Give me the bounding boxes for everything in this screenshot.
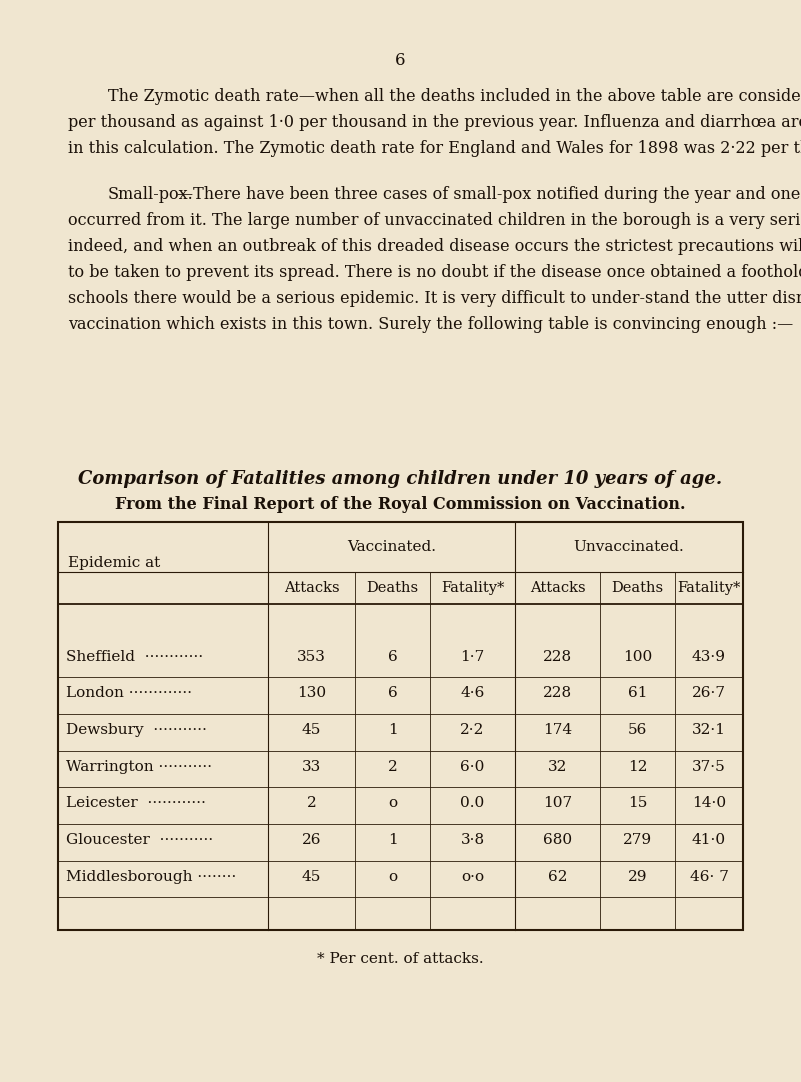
Text: Middlesborough ········: Middlesborough ········	[66, 870, 236, 884]
Text: 46· 7: 46· 7	[690, 870, 728, 884]
Text: to be taken to prevent its spread. There is no doubt if the disease once obtaine: to be taken to prevent its spread. There…	[68, 264, 801, 281]
Text: 6·0: 6·0	[461, 760, 485, 774]
Text: * Per cent. of attacks.: * Per cent. of attacks.	[317, 952, 484, 966]
Text: Deaths: Deaths	[611, 581, 663, 595]
Text: Fatality*: Fatality*	[441, 581, 504, 595]
Text: Deaths: Deaths	[366, 581, 419, 595]
Text: Small-pox.: Small-pox.	[108, 186, 194, 203]
Text: 56: 56	[628, 723, 647, 737]
Text: Comparison of Fatalities among children under 10 years of age.: Comparison of Fatalities among children …	[78, 470, 723, 488]
Text: Vaccinated.: Vaccinated.	[347, 540, 436, 554]
Text: —There have been three cases of small-pox notified during the year and one death: —There have been three cases of small-po…	[177, 186, 801, 203]
Text: 62: 62	[548, 870, 567, 884]
Text: 1: 1	[388, 723, 397, 737]
Text: Dewsbury  ···········: Dewsbury ···········	[66, 723, 207, 737]
Text: Epidemic at: Epidemic at	[68, 556, 160, 570]
Text: 228: 228	[543, 686, 572, 700]
Text: 26·7: 26·7	[692, 686, 726, 700]
Text: From the Final Report of the Royal Commission on Vaccination.: From the Final Report of the Royal Commi…	[115, 496, 686, 513]
Text: The Zymotic death rate—when all the deaths included in the above table are consi: The Zymotic death rate—when all the deat…	[108, 88, 801, 105]
Text: 353: 353	[297, 650, 326, 664]
Text: 1: 1	[388, 833, 397, 847]
Text: 26: 26	[302, 833, 321, 847]
Text: per thousand as against 1·0 per thousand in the previous year. Influenza and dia: per thousand as against 1·0 per thousand…	[68, 114, 801, 131]
Text: Leicester  ············: Leicester ············	[66, 796, 206, 810]
Text: schools there would be a serious epidemic. It is very difficult to under-stand t: schools there would be a serious epidemi…	[68, 290, 801, 307]
Text: 6: 6	[388, 686, 397, 700]
Text: 228: 228	[543, 650, 572, 664]
Text: 6: 6	[388, 650, 397, 664]
Text: o·o: o·o	[461, 870, 484, 884]
Text: Gloucester  ···········: Gloucester ···········	[66, 833, 213, 847]
Text: 0.0: 0.0	[461, 796, 485, 810]
Text: 1·7: 1·7	[461, 650, 485, 664]
Text: 100: 100	[623, 650, 652, 664]
Text: 3·8: 3·8	[461, 833, 485, 847]
Text: 15: 15	[628, 796, 647, 810]
Text: 2: 2	[388, 760, 397, 774]
Text: 2·2: 2·2	[461, 723, 485, 737]
Text: 174: 174	[543, 723, 572, 737]
Bar	[58, 522, 743, 931]
Text: Unvaccinated.: Unvaccinated.	[574, 540, 684, 554]
Text: 680: 680	[543, 833, 572, 847]
Text: Sheffield  ············: Sheffield ············	[66, 650, 203, 664]
Text: 32: 32	[548, 760, 567, 774]
Text: Warrington ···········: Warrington ···········	[66, 760, 212, 774]
Text: 37·5: 37·5	[692, 760, 726, 774]
Text: o: o	[388, 796, 397, 810]
Text: occurred from it. The large number of unvaccinated children in the borough is a : occurred from it. The large number of un…	[68, 212, 801, 229]
Text: 107: 107	[543, 796, 572, 810]
Text: 279: 279	[623, 833, 652, 847]
Text: 2: 2	[307, 796, 316, 810]
Text: 45: 45	[302, 723, 321, 737]
Text: 61: 61	[628, 686, 647, 700]
Text: vaccination which exists in this town. Surely the following table is convincing : vaccination which exists in this town. S…	[68, 316, 793, 333]
Text: 29: 29	[628, 870, 647, 884]
Text: Attacks: Attacks	[529, 581, 586, 595]
Text: 130: 130	[297, 686, 326, 700]
Text: 33: 33	[302, 760, 321, 774]
Text: in this calculation. The Zymotic death rate for England and Wales for 1898 was 2: in this calculation. The Zymotic death r…	[68, 140, 801, 157]
Text: 43·9: 43·9	[692, 650, 726, 664]
Text: 14·0: 14·0	[692, 796, 726, 810]
Text: Attacks: Attacks	[284, 581, 340, 595]
Text: o: o	[388, 870, 397, 884]
Text: 32·1: 32·1	[692, 723, 726, 737]
Text: 4·6: 4·6	[461, 686, 485, 700]
Text: 41·0: 41·0	[692, 833, 726, 847]
Text: 6: 6	[395, 52, 406, 69]
Text: 45: 45	[302, 870, 321, 884]
Text: Fatality*: Fatality*	[678, 581, 741, 595]
Text: indeed, and when an outbreak of this dreaded disease occurs the strictest precau: indeed, and when an outbreak of this dre…	[68, 238, 801, 255]
Text: 12: 12	[628, 760, 647, 774]
Text: London ·············: London ·············	[66, 686, 192, 700]
